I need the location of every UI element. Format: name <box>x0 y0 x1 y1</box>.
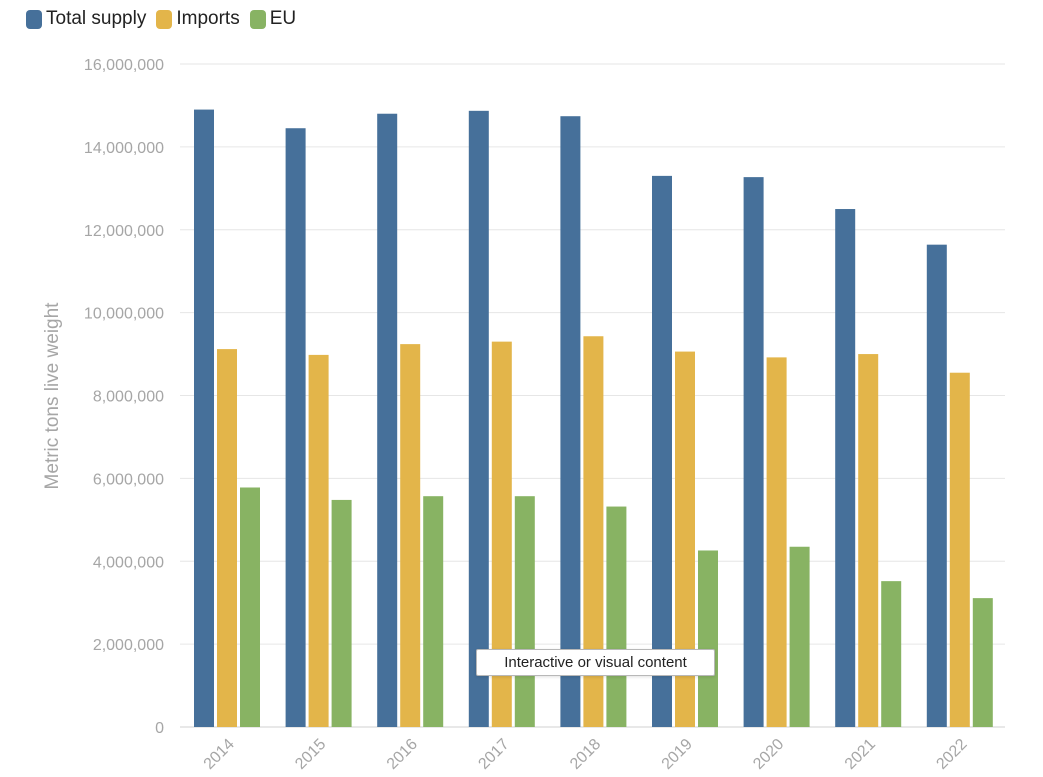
y-tick-label: 16,000,000 <box>84 57 164 74</box>
bar-eu-2020[interactable] <box>789 546 810 727</box>
bar-imports-2020[interactable] <box>766 357 787 727</box>
legend-label-eu: EU <box>269 8 297 29</box>
bar-imports-2018[interactable] <box>583 336 604 727</box>
bar-total-supply-2018[interactable] <box>560 116 581 728</box>
bar-eu-2019[interactable] <box>698 550 718 727</box>
x-tick-label: 2020 <box>750 736 787 773</box>
bar-total-supply-2019[interactable] <box>652 175 672 728</box>
y-axis-title: Metric tons live weight <box>42 302 63 490</box>
legend-item-total-supply[interactable]: Total supply <box>26 8 146 30</box>
bar-imports-2022[interactable] <box>949 372 970 727</box>
bar-imports-2016[interactable] <box>400 344 421 727</box>
legend-swatch-imports <box>156 9 173 29</box>
x-tick-label: 2021 <box>842 736 879 773</box>
bar-eu-2015[interactable] <box>331 499 352 727</box>
x-tick-label: 2015 <box>292 736 329 773</box>
x-tick-label: 2014 <box>201 736 238 773</box>
tooltip: Interactive or visual content <box>476 649 715 676</box>
x-tick-label: 2018 <box>567 736 604 773</box>
bar-eu-2021[interactable] <box>881 581 902 727</box>
legend-swatch-eu <box>249 9 266 29</box>
bar-total-supply-2022[interactable] <box>926 244 947 728</box>
bar-total-supply-2020[interactable] <box>743 177 764 727</box>
x-tick-label: 2016 <box>384 736 421 773</box>
bar-imports-2014[interactable] <box>217 349 237 727</box>
bar-eu-2017[interactable] <box>514 496 535 727</box>
legend-item-eu[interactable]: EU <box>249 8 297 30</box>
y-tick-label: 10,000,000 <box>84 306 164 323</box>
y-tick-label: 4,000,000 <box>93 554 164 571</box>
legend-label-total-supply: Total supply <box>46 8 147 29</box>
legend-label-imports: Imports <box>176 8 240 29</box>
x-tick-label: 2017 <box>475 736 512 773</box>
bar-total-supply-2017[interactable] <box>468 110 489 728</box>
bar-imports-2019[interactable] <box>675 351 695 727</box>
legend-swatch-total-supply <box>26 9 42 29</box>
y-tick-label: 2,000,000 <box>93 637 164 654</box>
bar-total-supply-2021[interactable] <box>835 209 856 727</box>
bar-total-supply-2016[interactable] <box>377 113 398 728</box>
y-tick-label: 0 <box>155 720 164 737</box>
bar-eu-2018[interactable] <box>606 506 627 727</box>
y-tick-label: 12,000,000 <box>84 223 164 240</box>
x-tick-label: 2022 <box>933 736 970 773</box>
bar-eu-2022[interactable] <box>972 598 993 727</box>
legend-item-imports[interactable]: Imports <box>156 8 240 30</box>
bar-total-supply-2014[interactable] <box>194 109 214 728</box>
y-tick-label: 8,000,000 <box>93 389 164 406</box>
x-tick-label: 2019 <box>659 736 696 773</box>
bar-eu-2016[interactable] <box>423 496 444 727</box>
bar-imports-2021[interactable] <box>858 354 879 727</box>
chart-legend: Total supply Imports EU <box>26 8 296 30</box>
bar-total-supply-2015[interactable] <box>285 128 306 727</box>
y-tick-label: 6,000,000 <box>93 471 164 488</box>
bar-imports-2017[interactable] <box>491 341 512 727</box>
y-tick-label: 14,000,000 <box>84 140 164 157</box>
bar-imports-2015[interactable] <box>308 354 329 727</box>
bar-eu-2014[interactable] <box>240 487 260 727</box>
